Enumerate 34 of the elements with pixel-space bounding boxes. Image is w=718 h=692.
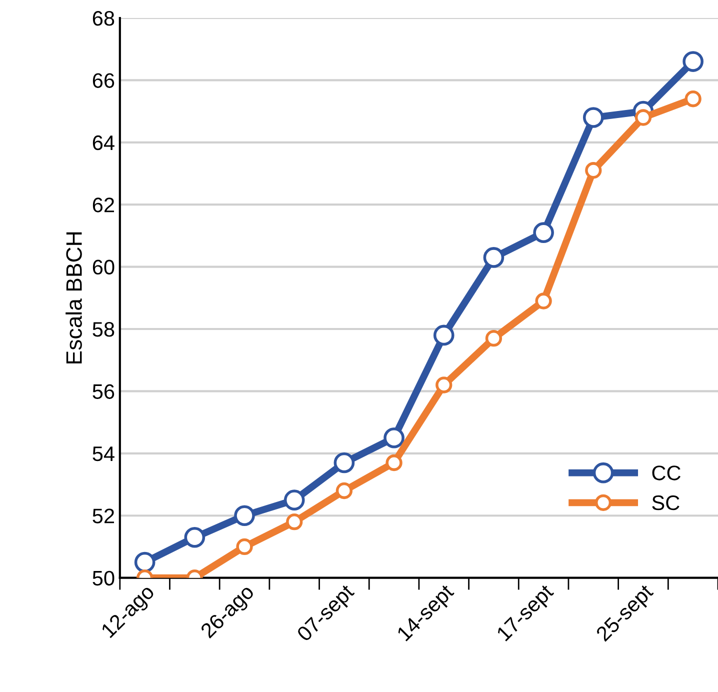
y-tick-label: 50 [92,570,114,586]
point [436,376,452,394]
point [582,107,604,128]
y-tick-label: 64 [92,135,114,150]
point [386,454,402,472]
point [433,324,454,346]
point [585,162,602,179]
y-axis-title: Escala BBCH [66,232,82,364]
point [684,90,702,108]
legend-label: SC [652,495,680,510]
point [384,427,404,448]
legend-label: CC [652,466,681,480]
y-tick-label: 62 [92,198,114,212]
y-tick-label: 60 [92,260,114,275]
point [234,505,255,526]
point [134,552,156,573]
y-tick-label: 54 [92,446,114,462]
point [483,247,504,268]
y-tick-label: 66 [92,73,114,88]
point [284,490,305,510]
point [336,482,353,500]
point [533,222,554,244]
point [236,538,253,556]
point [682,51,704,72]
point [286,514,303,530]
y-tick-label: 52 [92,508,114,524]
y-tick-label: 58 [92,322,114,337]
y-tick-label: 56 [92,384,114,399]
point [634,109,652,126]
y-tick-label: 68 [92,10,114,26]
point [485,330,502,347]
point [184,526,206,548]
point [334,452,355,474]
point [535,292,552,310]
